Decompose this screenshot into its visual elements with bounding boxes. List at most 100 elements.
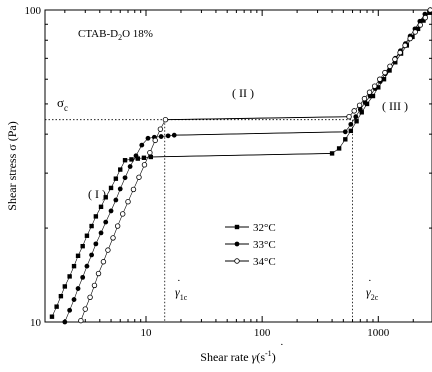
data-point xyxy=(108,185,114,191)
data-point xyxy=(370,93,376,99)
sigma-c-label: σc xyxy=(57,95,68,113)
data-point xyxy=(62,284,68,289)
data-point xyxy=(129,157,134,162)
data-point xyxy=(348,128,354,134)
data-point xyxy=(402,42,408,49)
data-point xyxy=(54,304,59,309)
data-point xyxy=(357,107,363,112)
y-tick-label: 100 xyxy=(25,5,42,17)
svg-text:γ2c: γ2c xyxy=(366,285,379,302)
data-point xyxy=(152,137,158,144)
y-axis-label: Shear stress σ (Pa) xyxy=(5,121,19,210)
data-point xyxy=(346,114,352,120)
series-1 xyxy=(49,10,432,319)
series-2 xyxy=(62,11,428,325)
data-point xyxy=(100,259,107,265)
data-point xyxy=(103,219,109,225)
data-point xyxy=(105,247,111,253)
data-point xyxy=(343,137,348,142)
data-point xyxy=(158,134,164,139)
data-point xyxy=(75,253,81,258)
data-point xyxy=(136,174,142,180)
reference-lines xyxy=(45,119,353,322)
data-point xyxy=(133,153,139,159)
legend-marker xyxy=(234,241,240,247)
region-label-1: ( I ) xyxy=(88,187,106,201)
x-tick-label: 10 xyxy=(141,327,153,339)
legend-label: 33°C xyxy=(253,239,276,251)
x-tick-label: 100 xyxy=(254,327,271,339)
data-point xyxy=(348,121,354,127)
x-axis-label-dot: · xyxy=(280,339,284,351)
data-point xyxy=(422,14,429,21)
data-point xyxy=(80,243,85,249)
data-point xyxy=(392,56,398,63)
data-point xyxy=(356,102,363,108)
data-point xyxy=(122,175,128,181)
data-point xyxy=(103,195,108,200)
data-point xyxy=(387,68,392,73)
data-point xyxy=(113,197,119,203)
data-point xyxy=(67,307,73,313)
data-point xyxy=(114,223,121,229)
data-point xyxy=(415,26,421,32)
data-point xyxy=(381,77,387,82)
data-point xyxy=(108,208,114,214)
data-point xyxy=(361,95,368,102)
data-point xyxy=(393,60,398,65)
data-point xyxy=(87,294,93,300)
data-point xyxy=(145,135,151,141)
legend: 32°C 33°C 34°C xyxy=(225,222,276,268)
gamma-1c-label: γ1c · xyxy=(175,275,188,302)
series-3 xyxy=(78,7,432,324)
gamma-2c-label: γ2c · xyxy=(366,275,379,302)
data-point xyxy=(412,29,418,35)
region-label-3: ( III ) xyxy=(382,99,408,113)
data-point xyxy=(354,119,359,124)
data-point xyxy=(410,34,415,40)
data-point xyxy=(84,233,90,238)
data-point xyxy=(75,286,81,291)
data-point xyxy=(376,85,381,90)
data-point xyxy=(359,110,364,115)
data-point xyxy=(353,114,359,120)
data-point xyxy=(84,263,90,269)
data-point xyxy=(71,297,77,302)
data-point xyxy=(377,76,383,82)
data-point xyxy=(49,314,55,319)
data-point xyxy=(93,241,99,247)
data-point xyxy=(417,22,424,28)
data-point xyxy=(139,142,145,148)
legend-marker xyxy=(234,258,240,264)
data-point xyxy=(130,186,137,193)
data-point xyxy=(162,117,169,123)
data-point xyxy=(351,108,357,114)
data-point xyxy=(157,126,164,132)
data-point xyxy=(336,146,342,151)
data-point xyxy=(147,149,153,156)
x-tick-label: 1000 xyxy=(367,327,390,339)
data-point xyxy=(382,69,388,76)
svg-text:γ1c: γ1c xyxy=(175,285,188,302)
data-point xyxy=(427,7,432,13)
data-point xyxy=(89,223,94,229)
data-point xyxy=(67,274,72,279)
data-point xyxy=(135,156,141,161)
data-point xyxy=(78,317,84,324)
legend-label: 34°C xyxy=(253,256,276,268)
data-point xyxy=(98,204,104,210)
data-point xyxy=(58,293,64,299)
series-line xyxy=(51,12,430,317)
data-point xyxy=(141,162,148,168)
data-point xyxy=(407,35,413,42)
legend-marker xyxy=(234,224,240,230)
series-line xyxy=(80,9,431,321)
data-point xyxy=(117,186,123,192)
data-point xyxy=(110,235,116,241)
data-point xyxy=(125,198,131,205)
data-point xyxy=(91,282,98,289)
data-point xyxy=(371,83,378,89)
data-point xyxy=(171,132,177,138)
y-tick-label: 10 xyxy=(30,317,42,329)
